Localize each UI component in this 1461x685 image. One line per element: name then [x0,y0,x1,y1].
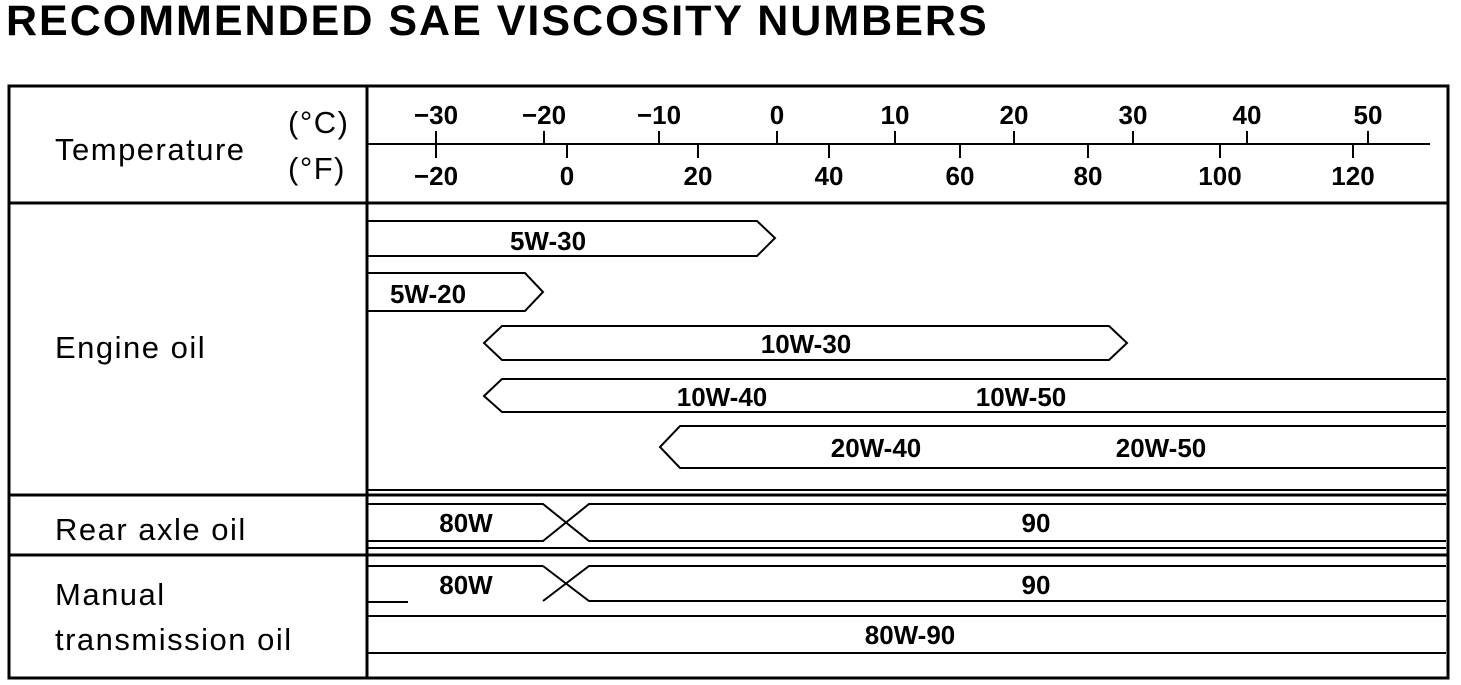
band-5w30 [367,220,777,257]
manual-transmission-label-line2: transmission oil [55,622,293,657]
celsius-tick-label: 50 [1354,100,1383,130]
band-20w40-20w50 [658,425,1446,469]
celsius-tick-label: 20 [1000,100,1029,130]
fahrenheit-tick-label: 0 [560,161,574,191]
band-axle-90-upper [367,503,1446,542]
tick-marks [435,131,1369,158]
fahrenheit-tick-label: 40 [815,161,844,191]
band-label-20w50: 20W-50 [1116,433,1207,463]
chart-frame [7,84,1450,680]
celsius-tick-label: 10 [881,100,910,130]
celsius-tick-label: 30 [1119,100,1148,130]
band-mt-90-lower [542,565,1446,602]
band-label-mt-90: 90 [1022,570,1051,600]
band-mt-80w-90-cross [367,565,1446,602]
celsius-ticks: −30 −20 −10 0 10 20 30 40 50 [414,100,1383,130]
band-label-80w90: 80W-90 [865,620,956,650]
fahrenheit-ticks: −20 0 20 40 60 80 100 120 [414,161,1375,191]
band-label-axle-90: 90 [1022,508,1051,538]
rear-axle-oil-label: Rear axle oil [55,512,247,547]
celsius-tick-label: 40 [1233,100,1262,130]
band-axle-80w-upper [367,503,1446,542]
fahrenheit-tick-label: 100 [1198,161,1241,191]
celsius-unit-label: (°C) [288,105,349,140]
engine-oil-label: Engine oil [55,330,206,365]
band-label-mt-80w: 80W [439,570,493,600]
band-label-10w50: 10W-50 [976,382,1067,412]
band-10w30 [482,325,1129,361]
band-5w20 [367,272,545,312]
fahrenheit-tick-label: 120 [1331,161,1374,191]
temperature-label: Temperature [55,132,246,167]
band-label-5w30: 5W-30 [510,226,586,256]
band-label-5w20: 5W-20 [390,279,466,309]
celsius-tick-label: −30 [414,100,458,130]
manual-transmission-label-line1: Manual [55,577,166,612]
celsius-tick-label: 0 [770,100,784,130]
band-10w40-10w50 [482,378,1446,413]
band-label-10w40: 10W-40 [677,382,768,412]
band-label-10w30: 10W-30 [761,329,852,359]
band-label-axle-80w: 80W [439,508,493,538]
fahrenheit-unit-label: (°F) [288,151,346,186]
band-label-20w40: 20W-40 [831,433,922,463]
fahrenheit-tick-label: 80 [1074,161,1103,191]
celsius-tick-label: −20 [522,100,566,130]
celsius-tick-label: −10 [637,100,681,130]
fahrenheit-tick-label: 20 [684,161,713,191]
fahrenheit-tick-label: 60 [946,161,975,191]
page-title: RECOMMENDED SAE VISCOSITY NUMBERS [6,0,989,45]
fahrenheit-tick-label: −20 [414,161,458,191]
